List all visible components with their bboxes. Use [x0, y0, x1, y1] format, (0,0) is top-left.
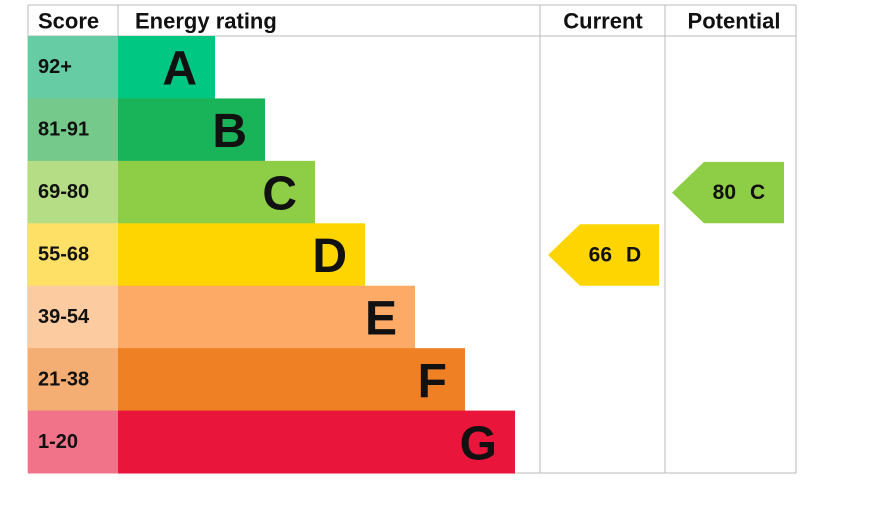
rating-bar [118, 285, 415, 349]
rating-letter: C [262, 168, 297, 221]
potential-letter: C [750, 181, 765, 204]
header-potential: Potential [688, 9, 781, 34]
current-arrow [548, 224, 659, 286]
rating-letter: B [212, 105, 247, 158]
rating-bar [118, 410, 515, 474]
rating-bar [118, 348, 465, 412]
rating-bar [118, 223, 365, 287]
rating-letter: F [418, 355, 447, 408]
rating-letter: G [460, 417, 497, 470]
score-range: 69-80 [38, 181, 89, 203]
rating-bar [118, 160, 315, 224]
score-range: 39-54 [38, 306, 90, 328]
score-cell [28, 285, 118, 349]
score-cell [28, 223, 118, 287]
score-cell [28, 36, 118, 99]
rating-letter: D [312, 230, 347, 283]
current-letter: D [626, 244, 641, 267]
header-score: Score [38, 9, 99, 34]
score-cell [28, 410, 118, 474]
header-current: Current [563, 9, 643, 34]
rating-letter: E [365, 292, 397, 345]
score-range: 21-38 [38, 368, 89, 390]
potential-score: 80 [713, 181, 736, 204]
score-range: 81-91 [38, 119, 89, 141]
current-score: 66 [589, 244, 612, 267]
score-range: 1-20 [38, 431, 78, 453]
rating-letter: A [162, 43, 197, 96]
header-rating: Energy rating [135, 9, 277, 34]
rating-bar [118, 36, 215, 99]
score-cell [28, 160, 118, 224]
score-cell [28, 348, 118, 412]
rating-bar [118, 98, 265, 162]
potential-arrow [672, 161, 784, 224]
score-cell [28, 98, 118, 162]
score-range: 92+ [38, 56, 72, 78]
score-range: 55-68 [38, 244, 89, 266]
